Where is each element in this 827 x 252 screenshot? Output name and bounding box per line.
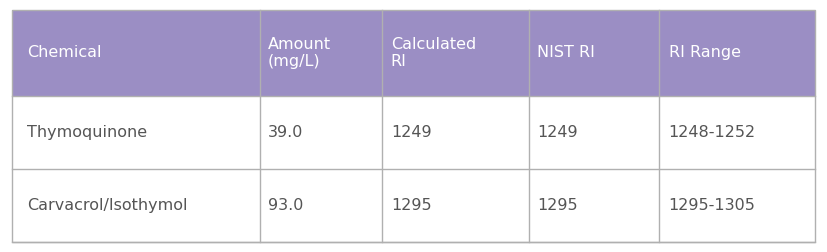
Text: 93.0: 93.0 [267,198,303,213]
Text: Chemical: Chemical [27,45,102,60]
Text: RI Range: RI Range [668,45,740,60]
Text: Amount
(mg/L): Amount (mg/L) [267,37,331,69]
Text: 1295: 1295 [391,198,432,213]
Bar [12,96,815,169]
Text: 1248-1252: 1248-1252 [668,125,756,140]
Bar [12,169,815,242]
Text: NIST RI: NIST RI [537,45,595,60]
Text: Calculated
RI: Calculated RI [391,37,476,69]
Text: 1295: 1295 [537,198,577,213]
Text: Thymoquinone: Thymoquinone [27,125,147,140]
Text: Carvacrol/Isothymol: Carvacrol/Isothymol [27,198,188,213]
Text: 39.0: 39.0 [267,125,303,140]
Text: 1295-1305: 1295-1305 [668,198,755,213]
Bar [12,10,815,96]
Text: 1249: 1249 [537,125,577,140]
Text: 1249: 1249 [391,125,432,140]
